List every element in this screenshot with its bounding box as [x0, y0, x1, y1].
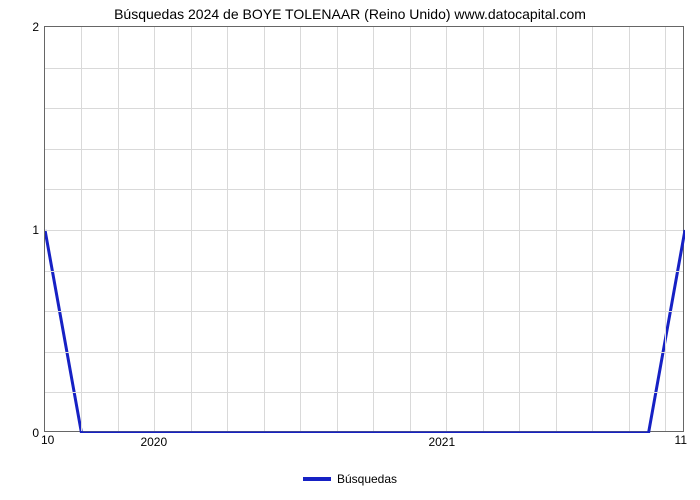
chart-title: Búsquedas 2024 de BOYE TOLENAAR (Reino U…: [0, 6, 700, 22]
gridline-horizontal: [45, 311, 683, 312]
gridline-horizontal: [45, 189, 683, 190]
legend: Búsquedas: [0, 470, 700, 486]
chart-container: Búsquedas 2024 de BOYE TOLENAAR (Reino U…: [0, 0, 700, 500]
gridline-vertical: [483, 27, 484, 431]
legend-swatch: [303, 477, 331, 481]
gridline-horizontal: [45, 108, 683, 109]
gridline-horizontal: [45, 392, 683, 393]
gridline-vertical: [191, 27, 192, 431]
gridline-horizontal: [45, 352, 683, 353]
x-tick-label: 2021: [428, 431, 455, 449]
gridline-vertical: [556, 27, 557, 431]
gridline-vertical: [337, 27, 338, 431]
legend-label: Búsquedas: [337, 472, 397, 486]
gridline-vertical: [665, 27, 666, 431]
gridline-vertical: [81, 27, 82, 431]
gridline-vertical: [300, 27, 301, 431]
x-corner-left: 10: [41, 431, 54, 447]
gridline-horizontal: [45, 271, 683, 272]
gridline-horizontal: [45, 149, 683, 150]
gridline-vertical: [118, 27, 119, 431]
gridline-vertical: [264, 27, 265, 431]
y-tick-label: 1: [32, 223, 45, 237]
x-tick-label: 2020: [140, 431, 167, 449]
plot-area: 012202020211011: [44, 26, 684, 432]
gridline-vertical: [410, 27, 411, 431]
gridline-horizontal: [45, 230, 683, 231]
gridline-vertical: [446, 27, 447, 431]
x-corner-right: 11: [675, 431, 687, 447]
gridline-vertical: [227, 27, 228, 431]
gridline-vertical: [519, 27, 520, 431]
gridline-vertical: [592, 27, 593, 431]
y-tick-label: 2: [32, 20, 45, 34]
gridline-vertical: [373, 27, 374, 431]
gridline-horizontal: [45, 68, 683, 69]
gridline-vertical: [629, 27, 630, 431]
gridline-vertical: [154, 27, 155, 431]
